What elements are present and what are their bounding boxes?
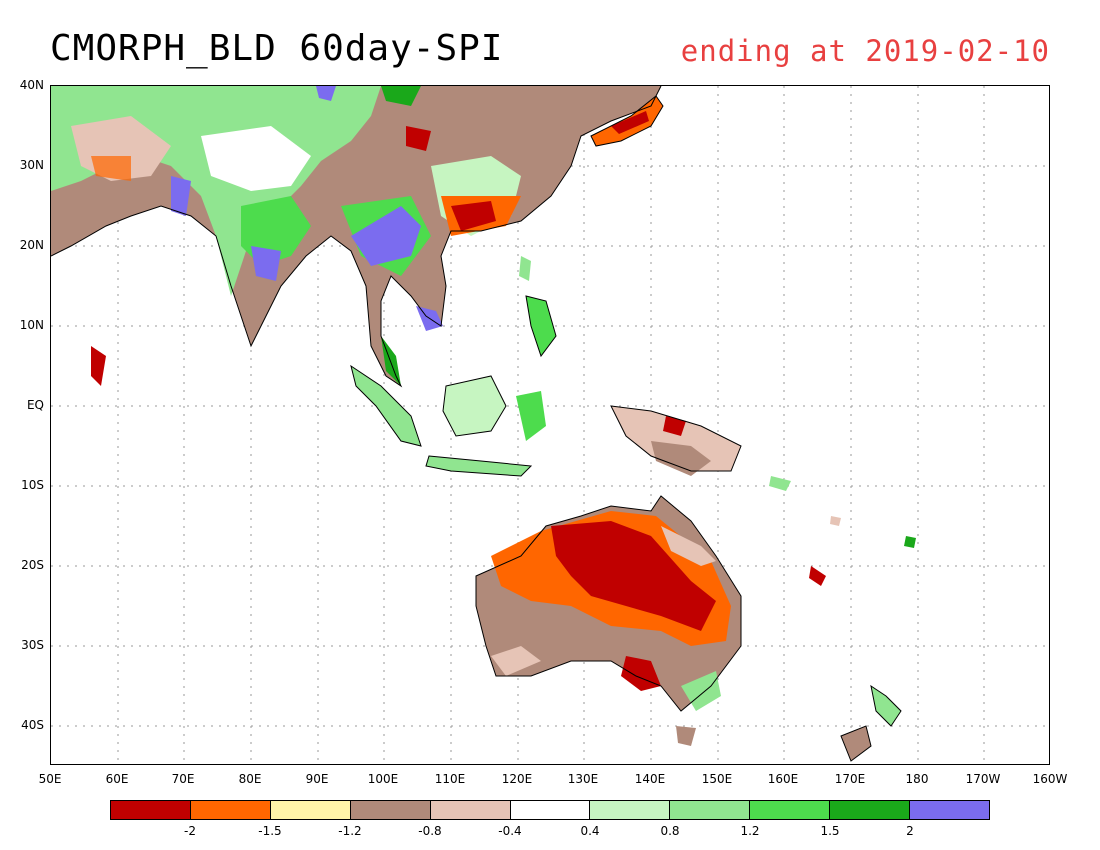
colorbar-tick: -2 xyxy=(184,824,196,838)
lat-label: 10S xyxy=(21,478,44,492)
map-plot-area xyxy=(50,85,1050,765)
asia-landmass xyxy=(51,86,661,386)
lat-label: 40N xyxy=(19,78,44,92)
lon-label: 110E xyxy=(434,772,466,786)
colorbar-swatch xyxy=(910,801,989,819)
lon-label: 50E xyxy=(38,772,62,786)
lon-label: 150E xyxy=(701,772,733,786)
lon-label: 170E xyxy=(834,772,866,786)
lon-label: 100E xyxy=(367,772,399,786)
lon-label: 70E xyxy=(171,772,195,786)
lat-label: 10N xyxy=(19,318,44,332)
colorbar-swatch xyxy=(830,801,911,819)
lat-label: 30N xyxy=(19,158,44,172)
colorbar-tick: -1.2 xyxy=(338,824,362,838)
coastlines xyxy=(51,86,902,762)
colorbar-swatch xyxy=(190,801,271,819)
lon-label: 160W xyxy=(1032,772,1068,786)
lat-label: 20N xyxy=(19,238,44,252)
map-svg xyxy=(51,86,1049,764)
lon-label: 90E xyxy=(305,772,329,786)
lon-label: 60E xyxy=(105,772,129,786)
map-title: CMORPH_BLD 60day-SPI xyxy=(50,28,504,69)
colorbar-swatch xyxy=(670,801,751,819)
colorbar-tick: 0.8 xyxy=(660,824,680,838)
lon-label: 170W xyxy=(965,772,1001,786)
colorbar-swatch xyxy=(430,801,511,819)
lon-label: 130E xyxy=(567,772,599,786)
lat-label: 40S xyxy=(21,718,44,732)
colorbar-swatch xyxy=(750,801,831,819)
colorbar-tick: -1.5 xyxy=(258,824,282,838)
colorbar-tick: 1.2 xyxy=(740,824,760,838)
lon-label: 160E xyxy=(767,772,799,786)
colorbar-swatch xyxy=(270,801,351,819)
colorbar-tick: 1.5 xyxy=(820,824,840,838)
pacific-islands xyxy=(769,476,916,586)
lon-label: 80E xyxy=(238,772,262,786)
colorbar-swatch xyxy=(111,801,191,819)
colorbar-swatch xyxy=(590,801,671,819)
lat-label: EQ xyxy=(26,398,44,412)
colorbar-tick: -0.8 xyxy=(418,824,442,838)
new-zealand-landmass xyxy=(841,686,901,761)
indonesia-landmass xyxy=(351,366,741,476)
lat-label: 30S xyxy=(21,638,44,652)
lon-label: 180 xyxy=(905,772,929,786)
colorbar-tick: 2 xyxy=(906,824,914,838)
colorbar-swatch xyxy=(350,801,431,819)
colorbar-swatch xyxy=(510,801,591,819)
australia-landmass xyxy=(476,496,741,746)
colorbar xyxy=(110,800,990,820)
colorbar-tick: -0.4 xyxy=(498,824,522,838)
colorbar-tick: 0.4 xyxy=(580,824,600,838)
map-subtitle: ending at 2019-02-10 xyxy=(680,34,1050,68)
lat-label: 20S xyxy=(21,558,44,572)
lon-label: 140E xyxy=(634,772,666,786)
lon-label: 120E xyxy=(501,772,533,786)
philippines-landmass xyxy=(519,256,556,356)
